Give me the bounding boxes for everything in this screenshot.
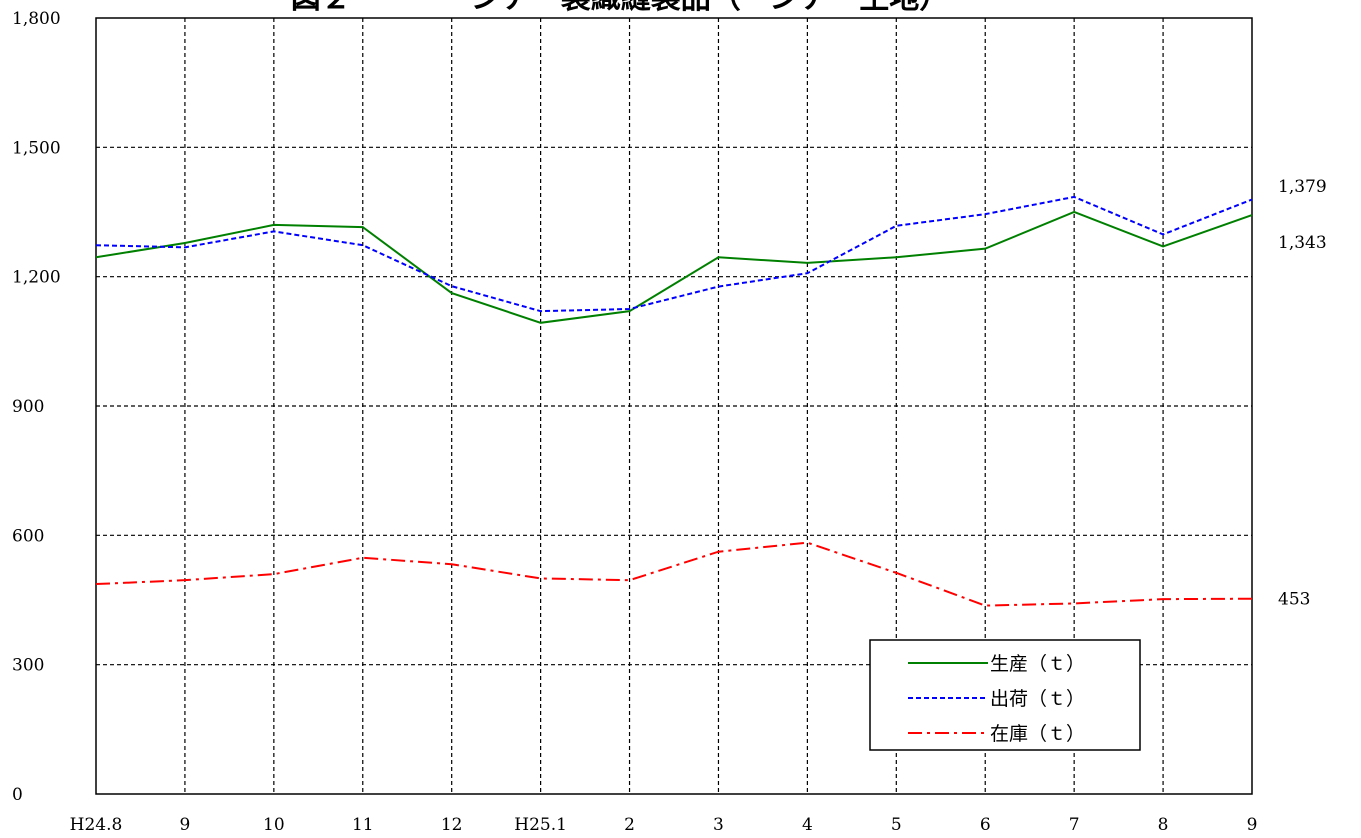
x-tick-label: 9 xyxy=(1247,815,1258,835)
x-tick-label: 9 xyxy=(180,815,191,835)
y-tick-label: 600 xyxy=(12,526,44,546)
x-tick-label: 10 xyxy=(263,815,285,835)
legend-label: 出荷（ｔ） xyxy=(990,688,1085,710)
x-tick-label: 7 xyxy=(1069,815,1080,835)
x-tick-label: 5 xyxy=(891,815,902,835)
end-value-label: 453 xyxy=(1278,590,1310,610)
x-tick-label: 2 xyxy=(624,815,635,835)
plot-area xyxy=(95,17,1253,795)
x-tick-label: H24.8 xyxy=(70,815,123,835)
chart-title: 図２ ンナー製織縫製品（ーンナー生地） xyxy=(291,0,950,16)
x-tick-label: 4 xyxy=(802,815,813,835)
gridlines xyxy=(96,18,1252,794)
x-tick-label: H25.1 xyxy=(514,815,567,835)
y-tick-label: 1,500 xyxy=(12,138,61,158)
series-line-2 xyxy=(95,541,1253,607)
legend-label: 在庫（ｔ） xyxy=(990,723,1085,745)
x-tick-label: 6 xyxy=(980,815,991,835)
x-tick-label: 3 xyxy=(713,815,724,835)
x-tick-label: 12 xyxy=(441,815,463,835)
end-value-label: 1,379 xyxy=(1278,177,1327,197)
y-tick-label: 300 xyxy=(12,656,44,676)
end-value-label: 1,343 xyxy=(1278,233,1327,253)
x-tick-label: 11 xyxy=(352,815,374,835)
legend: 生産（ｔ） 出荷（ｔ） 在庫（ｔ） xyxy=(869,639,1141,751)
y-tick-label: 900 xyxy=(12,397,44,417)
y-tick-label: 1,800 xyxy=(12,9,61,29)
series-line-1 xyxy=(95,195,1253,313)
y-tick-label: 0 xyxy=(12,785,23,805)
y-tick-label: 1,200 xyxy=(12,268,61,288)
end-labels: 1,343 1,379 453 xyxy=(1278,177,1327,610)
series-line-0 xyxy=(95,210,1253,324)
legend-box xyxy=(869,639,1141,751)
series-lines xyxy=(95,195,1253,607)
x-tick-label: 8 xyxy=(1158,815,1169,835)
legend-label: 生産（ｔ） xyxy=(990,653,1085,675)
x-axis-ticks: H24.8 9 10 11 12 H25.1 2 3 4 5 6 7 8 9 xyxy=(70,815,1258,835)
y-axis-ticks: 1,800 1,500 1,200 900 600 300 0 xyxy=(12,9,61,805)
